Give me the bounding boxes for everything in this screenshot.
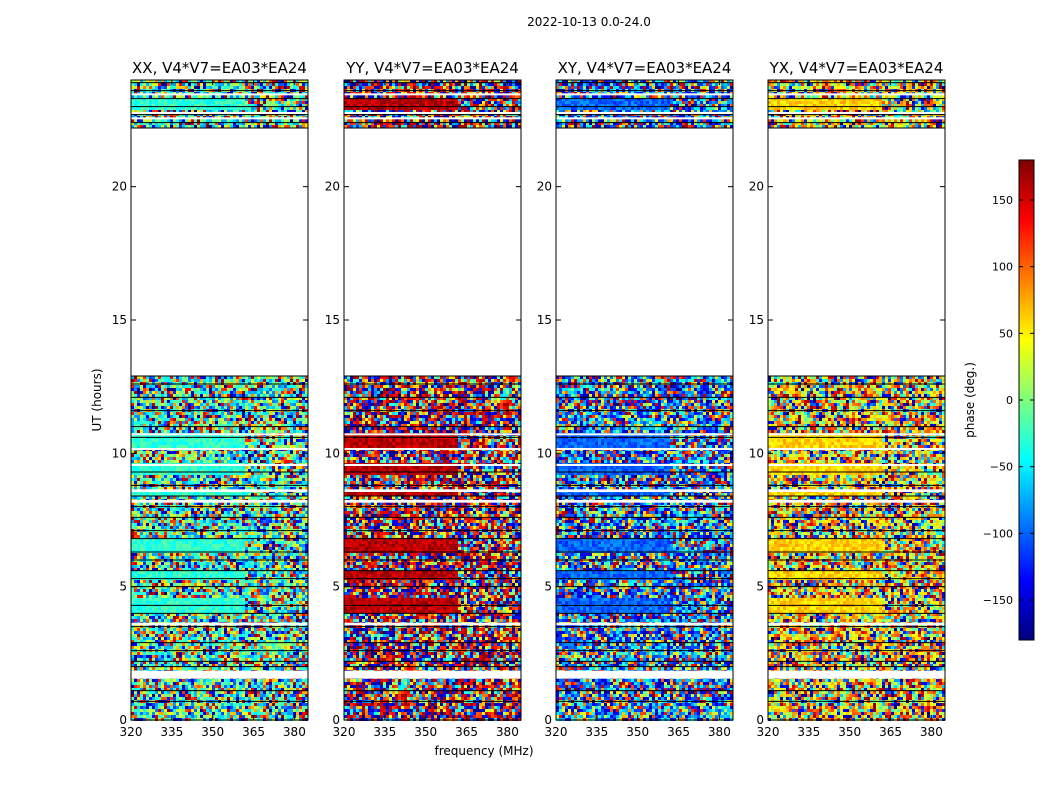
- y-tick-label: 20: [325, 180, 340, 194]
- x-tick-label: 320: [545, 725, 568, 739]
- figure-title: 2022-10-13 0.0-24.0: [527, 15, 651, 29]
- panel-title: XX, V4*V7=EA03*EA24: [132, 59, 307, 77]
- x-tick-label: 365: [455, 725, 478, 739]
- heatmap-1: [131, 80, 308, 721]
- x-tick-label: 335: [797, 725, 820, 739]
- y-tick-label: 20: [537, 180, 552, 194]
- y-tick-label: 5: [756, 580, 764, 594]
- y-tick-label: 5: [544, 580, 552, 594]
- colorbar-tick-label: −50: [990, 461, 1013, 474]
- colorbar-tick-label: 0: [1006, 394, 1013, 407]
- y-tick-label: 10: [325, 446, 340, 460]
- y-tick-label: 10: [112, 446, 127, 460]
- y-tick-label: 15: [537, 313, 552, 327]
- x-tick-label: 380: [496, 725, 519, 739]
- x-tick-label: 350: [201, 725, 224, 739]
- colorbar-tick-label: −150: [983, 594, 1013, 607]
- y-tick-label: 15: [112, 313, 127, 327]
- x-tick-label: 365: [879, 725, 902, 739]
- x-axis-label: frequency (MHz): [434, 744, 533, 758]
- x-tick-label: 335: [373, 725, 396, 739]
- x-tick-label: 380: [708, 725, 731, 739]
- y-tick-label: 15: [749, 313, 764, 327]
- x-tick-label: 350: [414, 725, 437, 739]
- x-tick-label: 320: [757, 725, 780, 739]
- x-tick-label: 320: [120, 725, 143, 739]
- colorbar-label: phase (deg.): [963, 362, 977, 438]
- x-tick-label: 335: [160, 725, 183, 739]
- y-tick-label: 5: [119, 580, 127, 594]
- colorbar-tick-label: 100: [992, 261, 1013, 274]
- panel-title: XY, V4*V7=EA03*EA24: [558, 59, 732, 77]
- heatmap-2: [344, 80, 521, 721]
- heatmap-3: [556, 80, 733, 721]
- y-tick-label: 20: [112, 180, 127, 194]
- panel-title: YX, V4*V7=EA03*EA24: [769, 59, 944, 77]
- y-tick-label: 10: [537, 446, 552, 460]
- colorbar-tick-label: −100: [983, 527, 1013, 540]
- x-tick-label: 350: [626, 725, 649, 739]
- x-tick-label: 365: [667, 725, 690, 739]
- x-tick-label: 380: [920, 725, 943, 739]
- y-tick-label: 5: [332, 580, 340, 594]
- x-tick-label: 350: [838, 725, 861, 739]
- figure-canvas: 2022-10-13 0.0-24.0 XX, V4*V7=EA03*EA24 0…: [0, 0, 1050, 800]
- colorbar-tick-label: 50: [999, 327, 1013, 340]
- heatmap-4: [768, 80, 945, 721]
- colorbar-tick-label: 150: [992, 194, 1013, 207]
- y-tick-label: 10: [749, 446, 764, 460]
- y-axis-label: UT (hours): [90, 368, 104, 431]
- x-tick-label: 365: [242, 725, 265, 739]
- x-tick-label: 380: [283, 725, 306, 739]
- colorbar: 150 100 50 0 −50 −100 −150: [983, 160, 1034, 640]
- y-tick-label: 15: [325, 313, 340, 327]
- panel-title: YY, V4*V7=EA03*EA24: [345, 59, 519, 77]
- x-tick-label: 320: [333, 725, 356, 739]
- x-tick-label: 335: [585, 725, 608, 739]
- y-tick-label: 20: [749, 180, 764, 194]
